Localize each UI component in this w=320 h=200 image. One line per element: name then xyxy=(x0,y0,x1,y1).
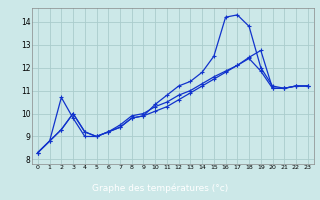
Text: Graphe des températures (°c): Graphe des températures (°c) xyxy=(92,184,228,193)
